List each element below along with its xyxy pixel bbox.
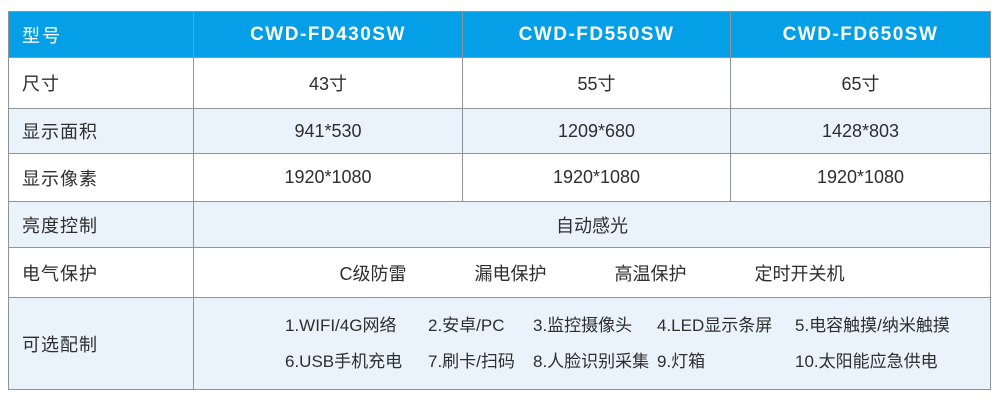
options-values-cell: 1.WIFI/4G网络 2.安卓/PC 3.监控摄像头 4.LED显示条屏 5.… [193,297,991,390]
area-value-550: 1209*680 [462,108,731,154]
pixels-value-550: 1920*1080 [462,153,731,202]
protection-item-timer: 定时开关机 [754,263,845,284]
protection-item-leakage: 漏电保护 [474,263,547,284]
product-spec-table: 型号 CWD-FD430SW CWD-FD550SW CWD-FD650SW 尺… [8,11,991,390]
protection-items: C级防雷 漏电保护 高温保护 定时开关机 [195,260,990,286]
option-wifi-4g: 1.WIFI/4G网络 [285,315,397,335]
row-display-area: 显示面积 941*530 1209*680 1428*803 [8,108,991,154]
row-optional-config: 可选配制 1.WIFI/4G网络 2.安卓/PC 3.监控摄像头 4.LED显示… [8,297,991,390]
row-brightness-control: 亮度控制 自动感光 [8,201,991,248]
row-size-label: 尺寸 [8,57,194,109]
option-face-recognition: 8.人脸识别采集 [533,351,650,371]
option-card-scan: 7.刷卡/扫码 [428,351,515,371]
header-model-cwd-fd430sw: CWD-FD430SW [193,11,463,58]
row-display-area-label: 显示面积 [8,108,194,154]
size-value-550: 55寸 [462,57,731,109]
row-size: 尺寸 43寸 55寸 65寸 [8,57,991,109]
option-usb-charge: 6.USB手机充电 [285,351,403,371]
option-touch: 5.电容触摸/纳米触摸 [795,315,950,335]
row-electrical-protection: 电气保护 C级防雷 漏电保护 高温保护 定时开关机 [8,247,991,298]
option-led-bar: 4.LED显示条屏 [657,315,773,335]
option-camera: 3.监控摄像头 [533,315,633,335]
header-model-label: 型号 [8,11,194,58]
table-header-row: 型号 CWD-FD430SW CWD-FD550SW CWD-FD650SW [8,11,991,58]
row-brightness-label: 亮度控制 [8,201,194,248]
row-protection-label: 电气保护 [8,247,194,298]
header-model-cwd-fd550sw: CWD-FD550SW [462,11,731,58]
row-display-pixels: 显示像素 1920*1080 1920*1080 1920*1080 [8,153,991,202]
size-value-430: 43寸 [193,57,463,109]
protection-item-high-temp: 高温保护 [614,263,687,284]
protection-item-lightning: C级防雷 [339,263,407,284]
row-options-label: 可选配制 [8,297,194,390]
header-model-cwd-fd650sw: CWD-FD650SW [730,11,991,58]
area-value-650: 1428*803 [730,108,991,154]
options-grid: 1.WIFI/4G网络 2.安卓/PC 3.监控摄像头 4.LED显示条屏 5.… [195,315,990,373]
protection-values-cell: C级防雷 漏电保护 高温保护 定时开关机 [193,247,991,298]
area-value-430: 941*530 [193,108,463,154]
option-light-box: 9.灯箱 [657,351,706,371]
row-display-pixels-label: 显示像素 [8,153,194,202]
size-value-650: 65寸 [730,57,991,109]
option-android-pc: 2.安卓/PC [428,315,505,335]
pixels-value-650: 1920*1080 [730,153,991,202]
brightness-value: 自动感光 [193,201,991,248]
option-solar-power: 10.太阳能应急供电 [795,351,938,371]
pixels-value-430: 1920*1080 [193,153,463,202]
